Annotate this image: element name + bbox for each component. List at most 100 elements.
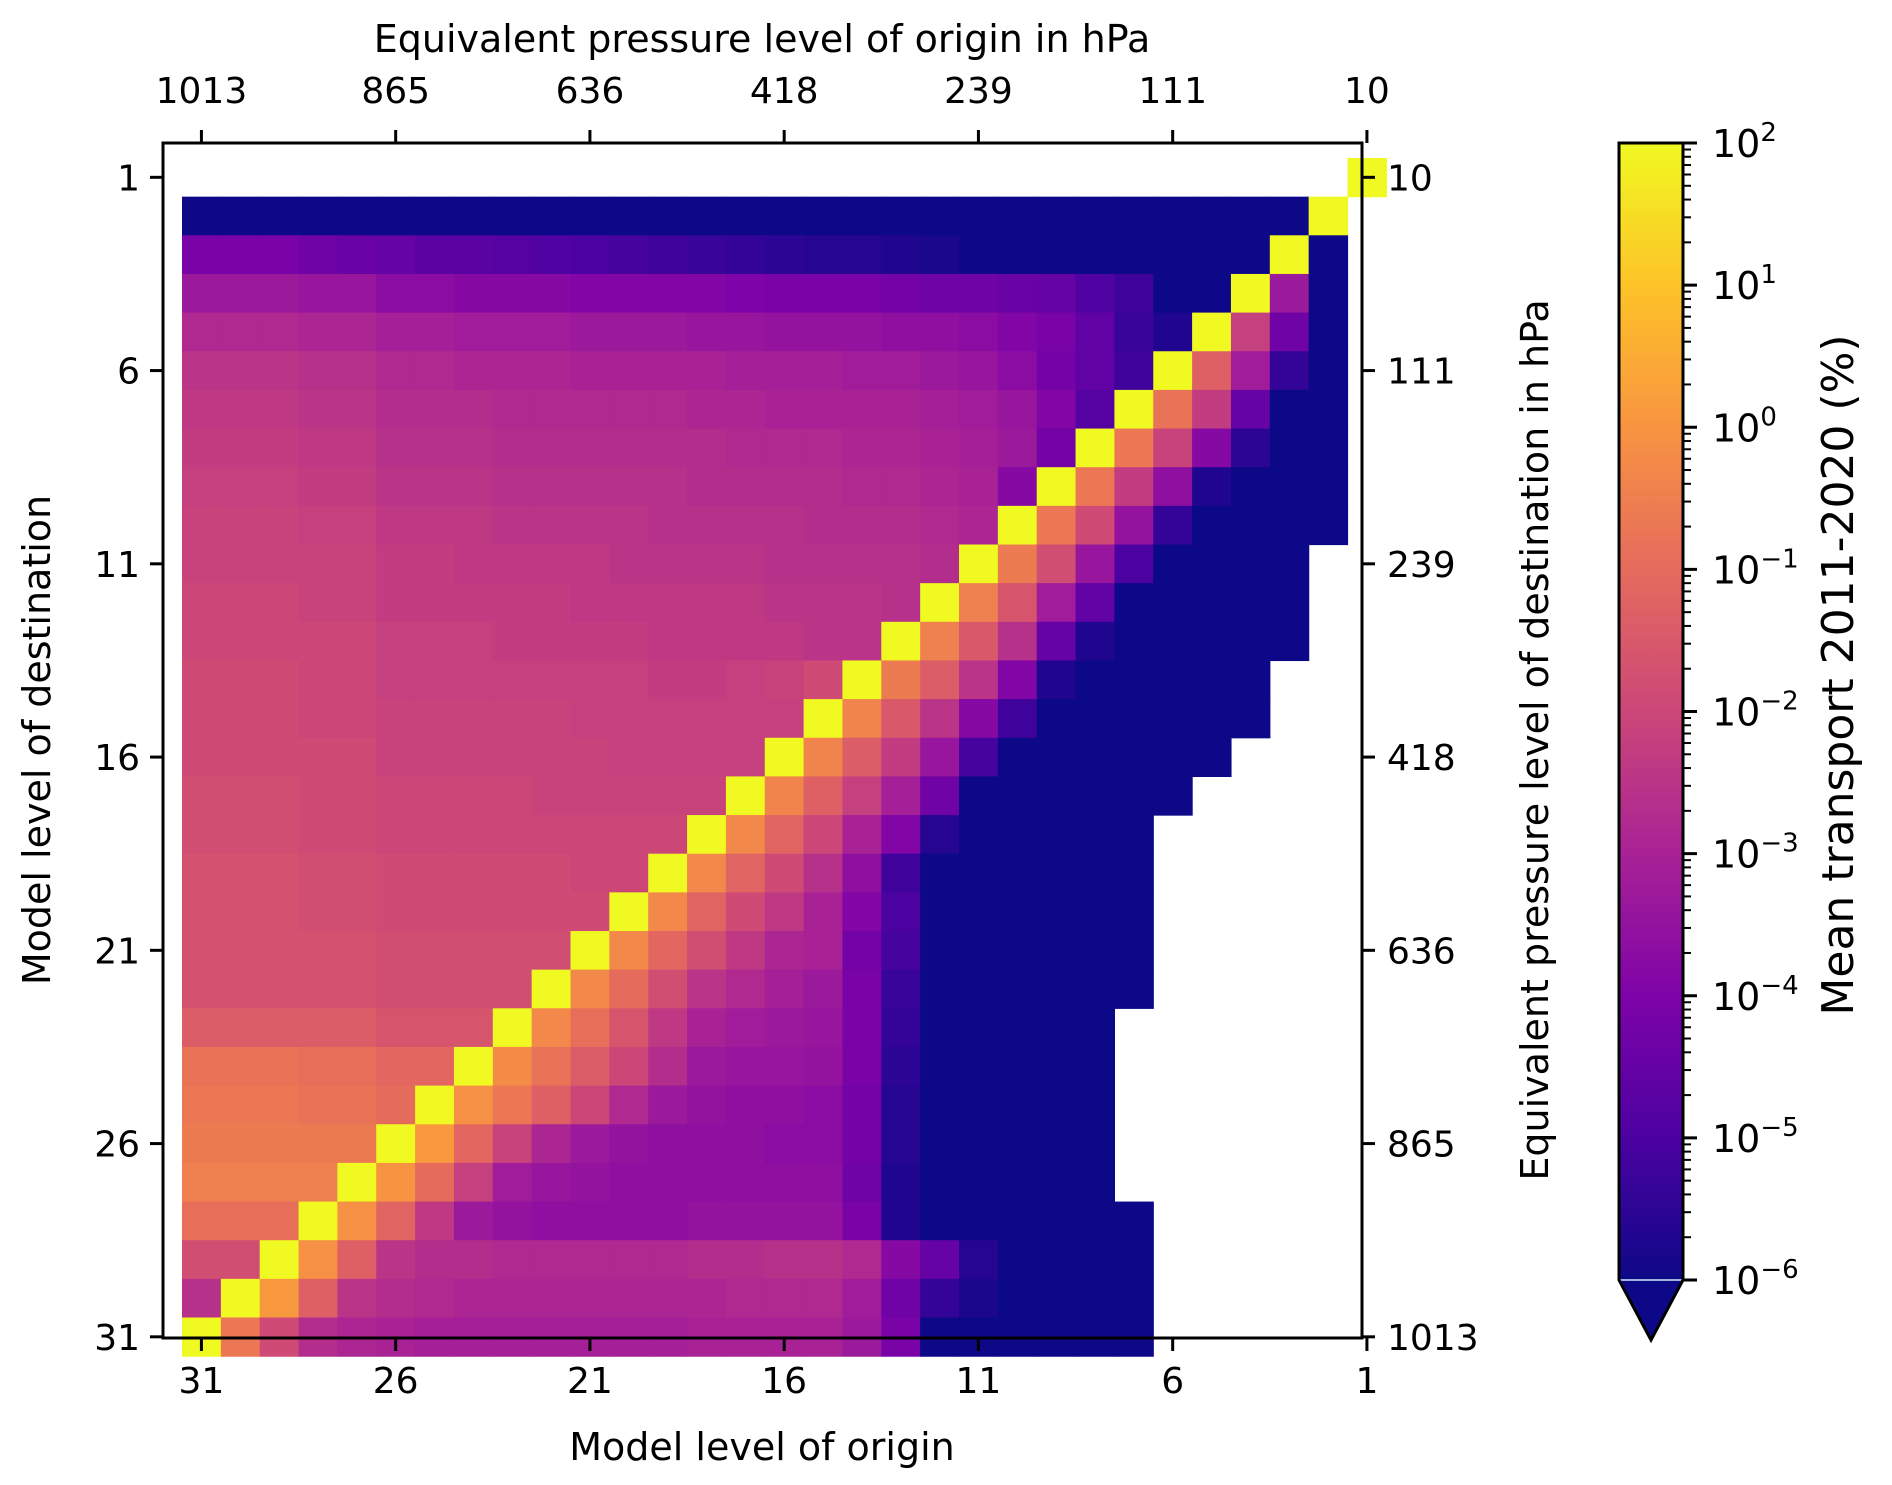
heatmap-cell bbox=[570, 660, 610, 700]
heatmap-cell bbox=[415, 1046, 455, 1087]
heatmap-cell bbox=[764, 892, 805, 932]
heatmap-cell bbox=[415, 621, 455, 662]
heatmap-cell bbox=[453, 1008, 494, 1048]
heatmap-cell bbox=[1308, 235, 1349, 275]
heatmap-cell bbox=[531, 1240, 572, 1280]
heatmap-cell bbox=[415, 1162, 455, 1203]
heatmap-cell bbox=[453, 428, 494, 468]
heatmap-cell bbox=[570, 969, 610, 1009]
heatmap-cell bbox=[570, 737, 610, 777]
heatmap-cell bbox=[1192, 467, 1232, 507]
heatmap-cell bbox=[687, 273, 727, 314]
heatmap-cell bbox=[531, 969, 572, 1009]
heatmap-cell bbox=[337, 699, 377, 739]
heatmap-cell bbox=[1114, 544, 1154, 584]
heatmap-cell bbox=[259, 505, 300, 546]
heatmap-cell bbox=[764, 351, 805, 391]
heatmap-cell bbox=[1308, 428, 1349, 468]
heatmap-cell bbox=[1114, 312, 1154, 352]
heatmap-cell bbox=[1230, 428, 1271, 468]
heatmap-cell bbox=[376, 1240, 416, 1280]
heatmap-cell bbox=[570, 273, 610, 314]
heatmap-cell bbox=[1036, 1201, 1077, 1241]
heatmap-cell bbox=[609, 621, 649, 662]
heatmap-cell bbox=[1230, 196, 1271, 236]
heatmap-cell bbox=[531, 196, 572, 236]
heatmap-cell bbox=[492, 467, 533, 507]
heatmap-cell bbox=[1036, 699, 1077, 739]
heatmap-cell bbox=[1075, 1201, 1115, 1241]
heatmap-cell bbox=[1230, 660, 1271, 700]
heatmap-cell bbox=[337, 931, 377, 971]
heatmap-cell bbox=[220, 1278, 261, 1319]
heatmap-cell bbox=[1036, 1008, 1077, 1048]
heatmap-cell bbox=[1075, 853, 1115, 893]
heatmap-cell bbox=[920, 1278, 960, 1319]
heatmap-cell bbox=[259, 1046, 300, 1087]
heatmap-cell bbox=[337, 1046, 377, 1087]
heatmap-cell bbox=[609, 776, 649, 816]
heatmap-cell bbox=[182, 351, 222, 391]
heatmap-cell bbox=[997, 1278, 1038, 1319]
heatmap-cell bbox=[492, 1278, 533, 1319]
heatmap-cell bbox=[415, 892, 455, 932]
heatmap-cell bbox=[298, 312, 338, 352]
heatmap-cell bbox=[648, 351, 688, 391]
heatmap-cell bbox=[182, 737, 222, 777]
heatmap-cell bbox=[648, 776, 688, 816]
heatmap-cell bbox=[453, 544, 494, 584]
heatmap-cell bbox=[570, 235, 610, 275]
heatmap-cell bbox=[1308, 196, 1349, 236]
heatmap-cell bbox=[997, 1008, 1038, 1048]
heatmap-cell bbox=[764, 660, 805, 700]
heatmap-cell bbox=[764, 1201, 805, 1241]
heatmap-cell bbox=[648, 660, 688, 700]
heatmap-cell bbox=[337, 853, 377, 893]
heatmap-cell bbox=[531, 351, 572, 391]
heatmap-cell bbox=[570, 1008, 610, 1048]
heatmap-cell bbox=[492, 969, 533, 1009]
heatmap-cell bbox=[881, 544, 921, 584]
heatmap-cell bbox=[220, 853, 261, 893]
heatmap-cell bbox=[648, 428, 688, 468]
heatmap-cell bbox=[182, 312, 222, 352]
heatmap-cell bbox=[376, 1201, 416, 1241]
heatmap-cell bbox=[453, 312, 494, 352]
heatmap-cell bbox=[959, 969, 999, 1009]
heatmap-cell bbox=[220, 273, 261, 314]
heatmap-cell bbox=[997, 1124, 1038, 1164]
heatmap-cell bbox=[725, 776, 766, 816]
y2-axis-ticks: 10 111 239 418 636 865 1013 bbox=[1362, 158, 1479, 1359]
heatmap-cell bbox=[842, 1008, 882, 1048]
heatmap-cell bbox=[881, 969, 921, 1009]
heatmap-cell bbox=[959, 853, 999, 893]
heatmap-cell bbox=[1075, 1008, 1115, 1048]
heatmap-cell bbox=[842, 892, 882, 932]
heatmap-cell bbox=[997, 621, 1038, 662]
heatmap-cell bbox=[337, 815, 377, 855]
heatmap-cell bbox=[920, 389, 960, 430]
heatmap-cell bbox=[725, 312, 766, 352]
heatmap-cell bbox=[1153, 699, 1193, 739]
heatmap-cell bbox=[570, 1201, 610, 1241]
heatmap-cell bbox=[842, 660, 882, 700]
heatmap-cell bbox=[1153, 312, 1193, 352]
heatmap-cell bbox=[920, 892, 960, 932]
heatmap-cell bbox=[1036, 1162, 1077, 1203]
heatmap-cell bbox=[1192, 196, 1232, 236]
heatmap-cell bbox=[803, 660, 844, 700]
heatmap-cell bbox=[182, 621, 222, 662]
heatmap-cell bbox=[376, 853, 416, 893]
heatmap-cell bbox=[492, 1162, 533, 1203]
heatmap-cell bbox=[492, 389, 533, 430]
heatmap-cell bbox=[997, 583, 1038, 623]
heatmap-cell bbox=[959, 312, 999, 352]
heatmap-cell bbox=[842, 931, 882, 971]
heatmap-cell bbox=[959, 699, 999, 739]
heatmap-cell bbox=[298, 351, 338, 391]
heatmap-cell bbox=[803, 1278, 844, 1319]
heatmap-cell bbox=[1114, 660, 1154, 700]
heatmap-cell bbox=[570, 1162, 610, 1203]
heatmap-cell bbox=[1192, 428, 1232, 468]
heatmap-cell bbox=[687, 853, 727, 893]
